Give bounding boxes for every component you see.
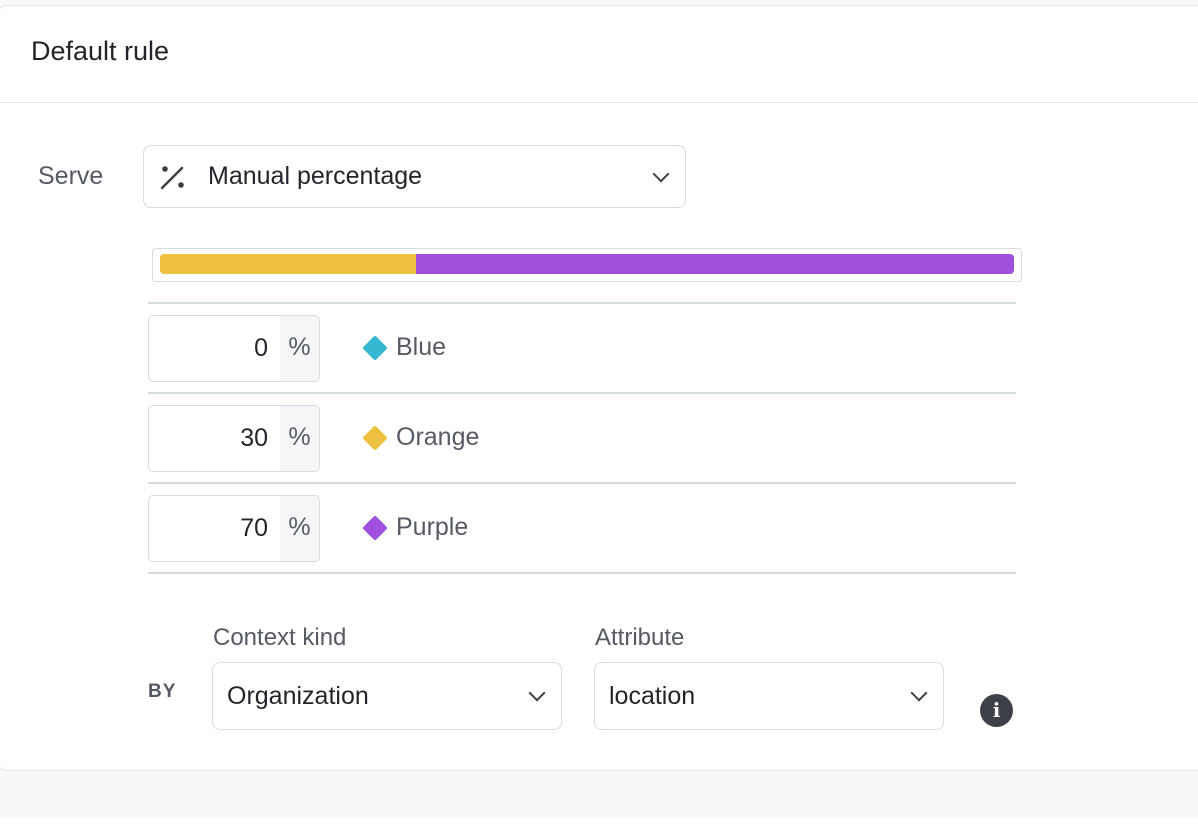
variation-label: Orange	[362, 423, 479, 452]
percent-unit: %	[280, 316, 319, 381]
rollout-segment-purple	[416, 254, 1014, 274]
variation-name: Purple	[396, 513, 469, 541]
rollout-segment-orange	[160, 254, 417, 274]
serve-select[interactable]: Manual percentage	[143, 145, 686, 208]
variation-name: Blue	[396, 333, 447, 361]
context-kind-label: Context kind	[213, 624, 347, 651]
chevron-down-icon	[910, 684, 928, 702]
percent-unit: %	[280, 406, 319, 471]
header-divider	[0, 102, 1198, 103]
diamond-icon	[362, 514, 388, 541]
by-label: BY	[148, 681, 177, 702]
chevron-down-icon	[652, 165, 670, 182]
percent-unit: %	[280, 496, 319, 561]
attribute-select[interactable]: location	[594, 662, 944, 730]
percent-icon	[160, 165, 184, 189]
percent-value[interactable]: 0	[254, 334, 268, 362]
percent-value[interactable]: 30	[240, 424, 268, 452]
attribute-label: Attribute	[595, 624, 685, 651]
divider	[148, 482, 1016, 484]
variation-name: Orange	[396, 423, 480, 451]
percent-input-purple[interactable]: 70 %	[148, 495, 320, 562]
rollout-bar	[152, 248, 1022, 282]
percent-value[interactable]: 70	[240, 514, 268, 542]
divider	[148, 302, 1016, 304]
serve-value: Manual percentage	[208, 162, 423, 190]
default-rule-card	[0, 5, 1198, 771]
percent-input-orange[interactable]: 30 %	[148, 405, 320, 472]
divider	[148, 392, 1016, 394]
variation-label: Purple	[362, 513, 468, 542]
card-title: Default rule	[31, 36, 170, 66]
diamond-icon	[362, 334, 388, 361]
attribute-value: location	[609, 681, 696, 710]
context-kind-value: Organization	[227, 681, 369, 710]
chevron-down-icon	[528, 684, 546, 702]
serve-label: Serve	[38, 162, 104, 190]
divider	[148, 572, 1016, 574]
diamond-icon	[362, 424, 388, 451]
context-kind-select[interactable]: Organization	[212, 662, 562, 730]
percent-input-blue[interactable]: 0 %	[148, 315, 320, 382]
variation-label: Blue	[362, 333, 446, 362]
info-icon[interactable]: i	[980, 694, 1013, 727]
